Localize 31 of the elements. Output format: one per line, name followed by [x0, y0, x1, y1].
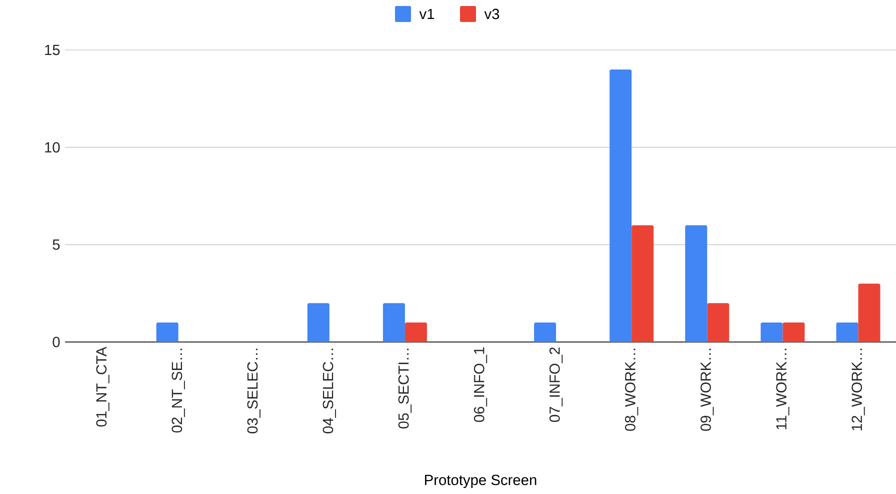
y-tick-label: 0 — [52, 336, 60, 348]
bar — [632, 225, 654, 342]
bar — [156, 322, 178, 342]
x-tick-label: 02_NT_SE… — [172, 348, 185, 433]
y-tick-label: 5 — [52, 240, 60, 250]
bar — [534, 322, 556, 342]
y-tick-label: 15 — [45, 44, 60, 56]
bar — [610, 69, 632, 342]
y-tick-label: 10 — [45, 142, 60, 153]
x-tick-label: 05_SECTI… — [398, 348, 412, 428]
x-axis-title: Prototype Screen — [425, 474, 536, 488]
x-tick-label: 01_NT_CTA — [96, 346, 110, 427]
bar — [382, 303, 405, 342]
x-tick-label: 09_WORK… — [700, 348, 714, 431]
bar — [685, 225, 708, 342]
x-tick-label: 08_WORK… — [625, 348, 638, 431]
x-tick-label: 12_WORK… — [852, 348, 865, 430]
x-tick-label: 06_INFO_1 — [474, 347, 488, 422]
legend-label: v1 — [419, 8, 434, 20]
x-tick-label: 11_WORK… — [776, 348, 790, 430]
bar — [858, 284, 880, 342]
legend-label: v3 — [484, 8, 500, 20]
bar — [707, 303, 730, 342]
x-tick-label: 03_SELEC… — [247, 348, 260, 434]
bar — [760, 322, 783, 342]
x-tick-label: 07_INFO_2 — [549, 347, 563, 422]
x-tick-label: 04_SELEC… — [322, 348, 336, 434]
bar — [782, 322, 805, 342]
bar — [836, 322, 858, 342]
bar — [307, 303, 330, 342]
bar — [404, 322, 427, 342]
